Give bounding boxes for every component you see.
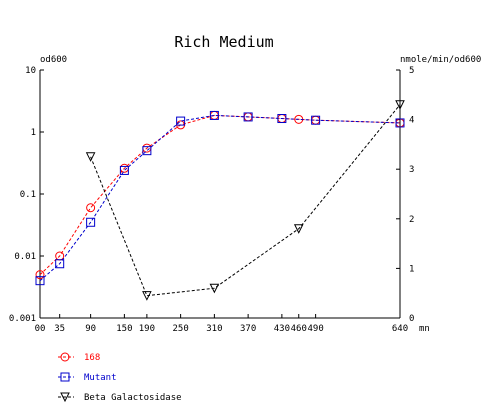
x-tick-label: 35 [54, 324, 65, 334]
data-point [277, 114, 287, 124]
x-tick-label: 90 [85, 324, 96, 334]
x-tick-label: 430 [274, 324, 290, 334]
data-point [119, 165, 129, 175]
x-unit-label: mn [419, 324, 430, 334]
data-point [243, 112, 253, 122]
data-point [293, 224, 304, 234]
data-point [35, 270, 45, 280]
x-tick-label: 150 [116, 324, 132, 334]
left-tick-label: 0.1 [20, 190, 36, 200]
x-tick-label: 190 [139, 324, 155, 334]
x-tick-label: 00 [35, 324, 46, 334]
right-tick-label: 3 [409, 165, 414, 175]
x-tick-label: 370 [240, 324, 256, 334]
left-tick-label: 0.001 [9, 314, 36, 324]
data-point [209, 283, 220, 294]
legend: 168 Mutant Beta Galactosidase [58, 352, 182, 403]
series-layer [35, 100, 405, 301]
data-point [395, 118, 405, 128]
data-point [395, 100, 405, 110]
data-point [86, 203, 96, 213]
series-line [39, 114, 401, 282]
left-axis-unit: od600 [40, 55, 67, 65]
chart-title: Rich Medium [174, 33, 273, 51]
data-point [176, 116, 186, 126]
legend-label: Mutant [84, 373, 117, 383]
left-tick-label: 1 [31, 128, 36, 138]
data-point [86, 217, 96, 227]
series-line [90, 104, 401, 297]
right-tick-label: 0 [409, 314, 414, 324]
legend-label: Beta Galactosidase [84, 393, 182, 403]
right-tick-label: 1 [409, 264, 414, 274]
data-point [35, 276, 45, 286]
data-point [311, 115, 321, 125]
data-point [142, 146, 152, 156]
legend-marker [60, 352, 70, 362]
series-line [39, 114, 401, 276]
left-tick-label: 0.01 [14, 252, 36, 262]
right-tick-label: 4 [409, 116, 414, 126]
data-point [85, 152, 96, 162]
right-axis-unit: nmole/min/od600 [400, 55, 481, 65]
right-tick-label: 2 [409, 215, 414, 225]
right-tick-label: 5 [409, 66, 414, 76]
x-tick-label: 250 [172, 324, 188, 334]
data-point [209, 110, 219, 120]
data-point [55, 259, 65, 269]
x-tick-label: 640 [392, 324, 408, 334]
data-point [142, 291, 152, 301]
legend-label: 168 [84, 353, 100, 363]
x-tick-label: 310 [206, 324, 222, 334]
x-tick-label: 460 [291, 324, 307, 334]
left-tick-label: 10 [25, 66, 36, 76]
x-tick-label: 490 [307, 324, 323, 334]
legend-marker [60, 392, 70, 403]
legend-marker [60, 372, 70, 382]
